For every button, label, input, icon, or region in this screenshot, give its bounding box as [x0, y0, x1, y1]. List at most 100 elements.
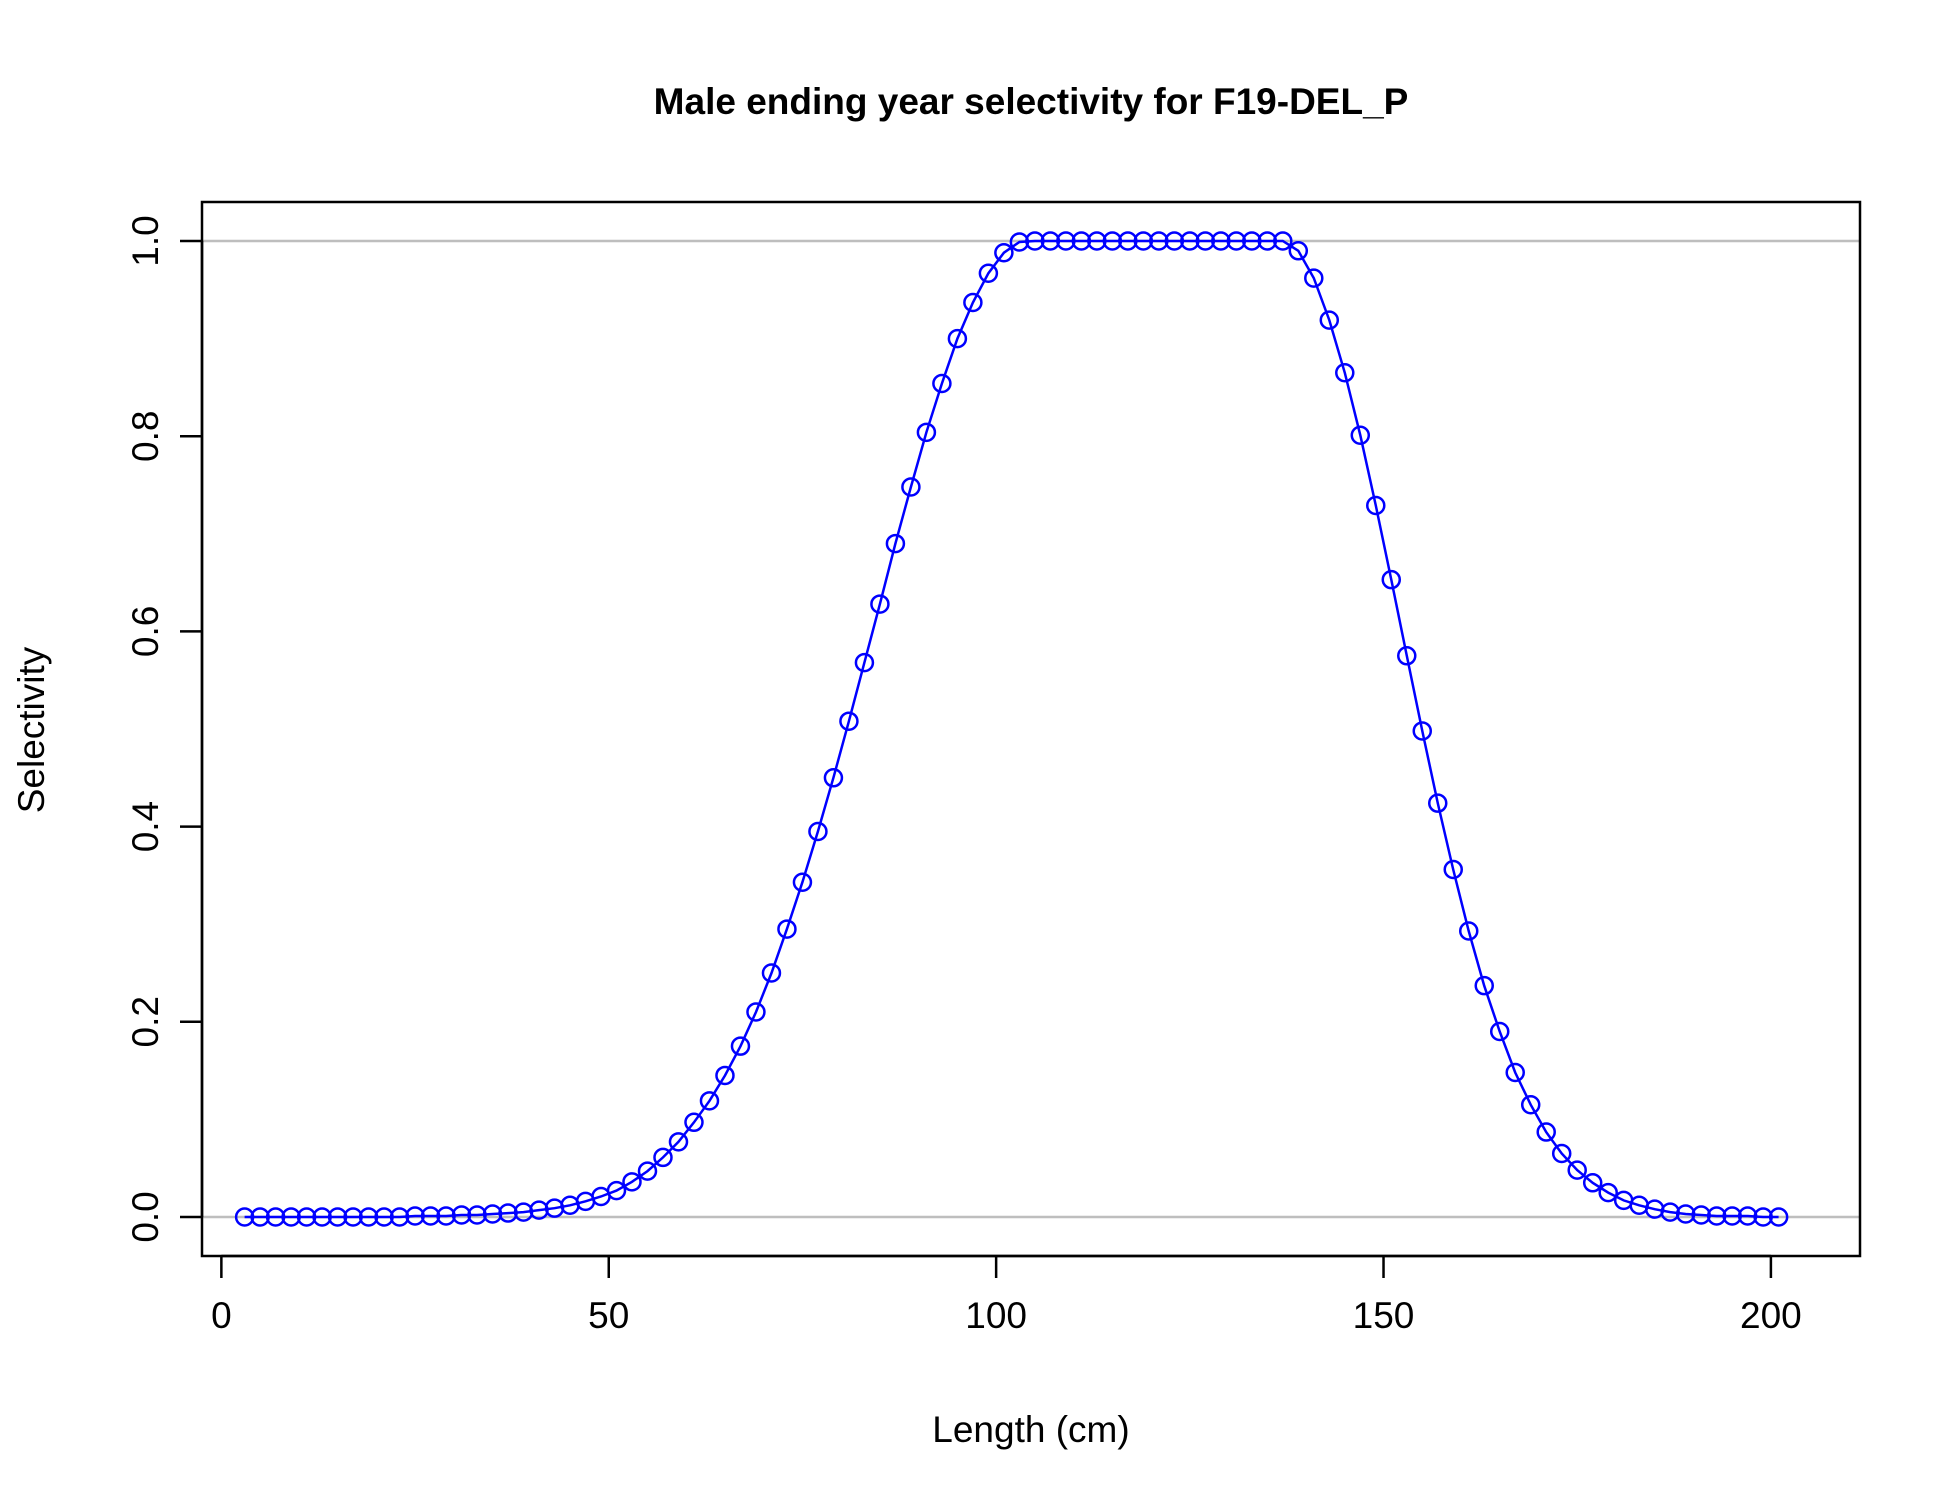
data-point — [1598, 1182, 1618, 1203]
data-point — [1505, 1062, 1525, 1083]
data-point — [1273, 231, 1293, 251]
data-point — [854, 652, 875, 673]
data-point — [420, 1206, 441, 1226]
x-tick-label: 100 — [965, 1295, 1027, 1336]
data-point — [1149, 231, 1169, 251]
data-point — [823, 768, 844, 788]
data-point — [1226, 231, 1247, 251]
data-point — [901, 477, 921, 497]
data-point — [498, 1203, 518, 1223]
data-point — [1087, 231, 1107, 251]
data-point — [1768, 1207, 1789, 1227]
data-point — [1458, 921, 1479, 941]
data-point — [1195, 231, 1216, 251]
data-point — [699, 1091, 720, 1111]
y-tick-label: 0.0 — [125, 1191, 166, 1242]
data-point — [482, 1204, 503, 1224]
data-point — [1257, 231, 1278, 251]
data-point — [1428, 793, 1448, 813]
data-point — [1335, 363, 1355, 383]
y-axis: 0.0 0.2 0.4 0.6 0.8 1.0 — [125, 215, 204, 1243]
data-point — [358, 1207, 379, 1227]
data-point — [1164, 231, 1185, 251]
data-point — [1211, 231, 1231, 251]
series-layer — [234, 231, 1789, 1227]
data-point — [777, 919, 797, 939]
data-point — [1397, 646, 1417, 666]
data-point — [1180, 231, 1200, 251]
data-point — [622, 1172, 642, 1192]
data-point — [467, 1205, 487, 1225]
data-point — [1753, 1207, 1773, 1227]
data-point — [436, 1206, 456, 1226]
data-point — [234, 1207, 255, 1227]
data-point — [1288, 241, 1309, 261]
x-tick-label: 50 — [588, 1295, 629, 1336]
x-axis: 0 50 100 150 200 — [211, 1254, 1802, 1336]
x-tick-label: 150 — [1353, 1295, 1415, 1336]
data-point — [1489, 1021, 1510, 1042]
data-point — [312, 1207, 332, 1227]
data-point — [808, 821, 828, 842]
series-line — [244, 239, 1779, 1219]
plot-frame — [200, 200, 1862, 1258]
y-axis-label: Selectivity — [11, 646, 52, 813]
data-point — [1675, 1204, 1696, 1224]
data-point — [1381, 569, 1402, 590]
data-point — [606, 1180, 627, 1201]
data-point — [1660, 1202, 1680, 1222]
data-point — [1706, 1206, 1727, 1226]
data-point — [1056, 231, 1076, 251]
chart-title: Male ending year selectivity for F19-DEL… — [654, 81, 1409, 122]
data-point — [1520, 1094, 1541, 1115]
data-point — [1133, 231, 1154, 251]
reference-lines — [202, 239, 1860, 1219]
data-point — [1582, 1173, 1603, 1193]
data-point — [916, 422, 937, 443]
data-point — [1025, 231, 1045, 251]
data-point — [792, 872, 813, 892]
data-point — [1102, 231, 1123, 251]
x-tick-label: 0 — [211, 1295, 232, 1336]
data-point — [405, 1206, 425, 1226]
data-point — [1009, 232, 1030, 252]
data-point — [1040, 231, 1061, 251]
data-point — [870, 594, 890, 614]
data-point — [1551, 1143, 1572, 1164]
data-point — [746, 1002, 766, 1022]
x-tick-label: 200 — [1740, 1295, 1802, 1336]
data-point — [885, 533, 906, 554]
data-point — [327, 1207, 348, 1227]
data-point — [1536, 1122, 1556, 1142]
data-point — [343, 1207, 363, 1227]
y-tick-label: 0.4 — [125, 801, 166, 852]
data-point — [1319, 310, 1340, 330]
data-point — [529, 1200, 549, 1220]
data-point — [513, 1202, 534, 1222]
data-point — [1567, 1160, 1587, 1180]
data-point — [1722, 1206, 1742, 1226]
data-point — [839, 711, 859, 731]
data-point — [715, 1065, 735, 1086]
data-point — [963, 292, 983, 313]
data-point — [374, 1207, 394, 1227]
data-point — [1691, 1205, 1711, 1225]
data-point — [1242, 231, 1262, 251]
y-tick-label: 0.8 — [125, 411, 166, 462]
data-point — [250, 1207, 270, 1227]
x-axis-label: Length (cm) — [932, 1409, 1129, 1450]
data-point — [684, 1112, 704, 1133]
y-tick-label: 0.2 — [125, 996, 166, 1047]
data-point — [1304, 268, 1324, 288]
data-point — [1474, 975, 1494, 996]
data-point — [389, 1207, 410, 1227]
data-point — [281, 1207, 301, 1227]
data-point — [761, 963, 782, 983]
data-point — [1412, 721, 1433, 741]
y-tick-label: 1.0 — [125, 215, 166, 266]
data-point — [637, 1161, 658, 1181]
data-point — [1443, 859, 1463, 880]
data-point — [265, 1207, 286, 1227]
data-point — [1366, 495, 1386, 516]
